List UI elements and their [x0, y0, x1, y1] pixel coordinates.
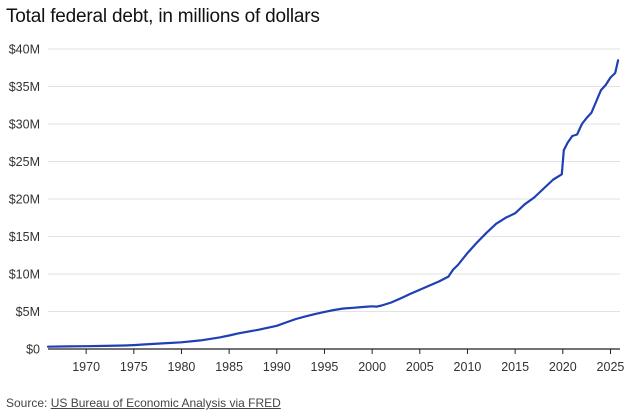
- x-tick-label: 1975: [120, 360, 148, 374]
- y-tick-label: $10M: [9, 268, 40, 282]
- x-tick-label: 1995: [311, 360, 339, 374]
- x-tick-label: 1970: [72, 360, 100, 374]
- y-tick-label: $25M: [9, 155, 40, 169]
- y-tick-label: $40M: [9, 43, 40, 57]
- source-link[interactable]: US Bureau of Economic Analysis via FRED: [50, 396, 281, 410]
- x-axis-tick-labels: 1970 1975 1980 1985 1990 1995 2000 2005 2010 2015…: [72, 349, 624, 374]
- x-tick-label: 2005: [406, 360, 434, 374]
- y-tick-label: $30M: [9, 118, 40, 132]
- x-tick-label: 1985: [215, 360, 243, 374]
- x-tick-label: 1990: [263, 360, 291, 374]
- y-tick-label: $35M: [9, 80, 40, 94]
- x-tick-label: 1980: [168, 360, 196, 374]
- y-tick-label: $5M: [16, 305, 40, 319]
- series-line-total-federal-debt: [46, 59, 620, 348]
- line-chart: $0$5M$10M$15M$20M$25M$30M$35M$40M 1970 19…: [9, 43, 625, 375]
- x-tick-label: 2015: [501, 360, 529, 374]
- y-axis-tick-labels: $0 $5M $10M $15M $20M $25M $30M $35M $40M: [9, 43, 40, 357]
- x-tick-label: 2025: [597, 360, 625, 374]
- series-lines: [46, 59, 620, 348]
- x-tick-label: 2000: [358, 360, 386, 374]
- y-tick-label: $20M: [9, 193, 40, 207]
- source-prefix: Source:: [6, 396, 51, 410]
- chart-title: Total federal debt, in millions of dolla…: [6, 6, 320, 27]
- y-tick-label: $0: [26, 343, 40, 357]
- gridlines: [48, 48, 620, 312]
- y-tick-label: $15M: [9, 230, 40, 244]
- x-tick-label: 2010: [454, 360, 482, 374]
- source-note: Source: US Bureau of Economic Analysis v…: [6, 396, 281, 410]
- x-tick-label: 2020: [549, 360, 577, 374]
